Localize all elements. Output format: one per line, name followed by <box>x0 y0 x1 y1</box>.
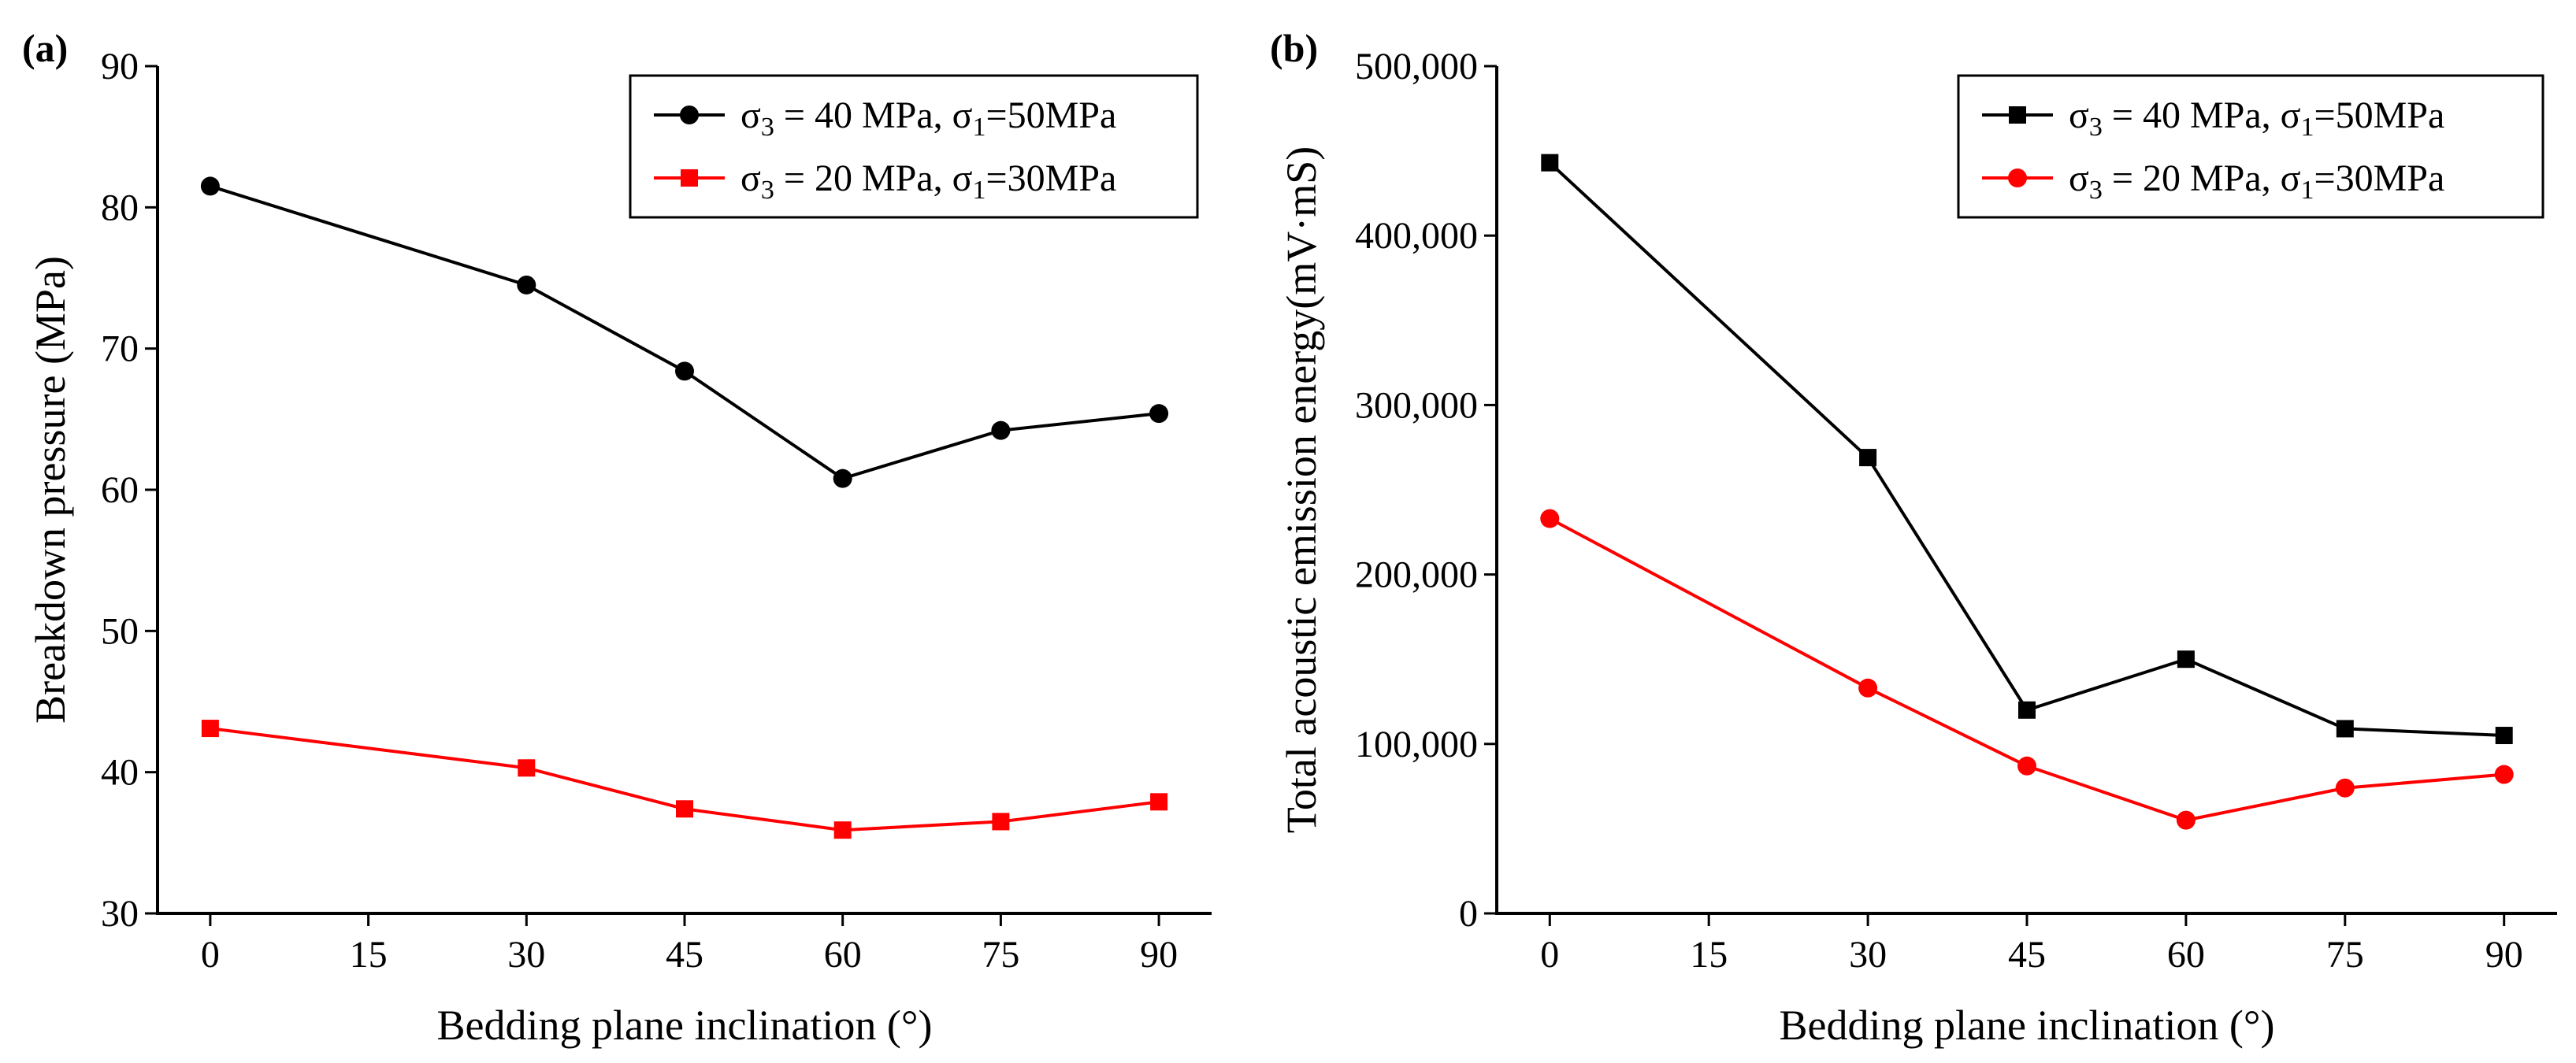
data-point <box>2494 765 2514 784</box>
data-point <box>2177 650 2195 669</box>
data-point <box>1859 449 1877 467</box>
y-axis-title: Total acoustic emission energy(mV·mS) <box>1278 146 1325 834</box>
x-tick-label: 45 <box>2008 934 2046 976</box>
y-tick-label: 30 <box>101 893 139 935</box>
data-point <box>1541 154 1559 172</box>
y-tick-label: 400,000 <box>1355 215 1478 257</box>
data-point <box>2336 720 2354 738</box>
legend-subscript: 1 <box>973 176 986 205</box>
data-point <box>991 420 1011 440</box>
data-point <box>201 720 219 738</box>
legend-label-part: σ <box>2069 157 2089 199</box>
legend-label: σ3 = 20 MPa, σ1=30MPa <box>741 157 1116 205</box>
legend-marker <box>681 169 698 187</box>
panel-label: (a) <box>22 26 68 70</box>
x-tick-label: 75 <box>982 934 1019 976</box>
data-point <box>518 759 536 777</box>
y-tick-label: 300,000 <box>1355 384 1478 426</box>
y-tick-label: 200,000 <box>1355 554 1478 596</box>
data-point <box>833 469 852 488</box>
x-tick-label: 60 <box>2167 934 2205 976</box>
y-tick-label: 90 <box>101 46 139 87</box>
legend-label: σ3 = 40 MPa, σ1=50MPa <box>2069 94 2444 142</box>
series-line <box>1548 161 2504 738</box>
legend-subscript: 1 <box>2301 176 2314 205</box>
legend-subscript: 1 <box>2301 113 2314 142</box>
data-point <box>1858 678 1878 698</box>
legend-subscript: 3 <box>761 113 774 142</box>
legend-label: σ3 = 40 MPa, σ1=50MPa <box>741 94 1116 142</box>
data-point <box>2335 778 2355 798</box>
y-tick-label: 0 <box>1459 893 1478 935</box>
x-tick-label: 30 <box>1849 934 1887 976</box>
x-tick-label: 60 <box>824 934 862 976</box>
y-tick-label: 500,000 <box>1355 46 1478 87</box>
legend-marker <box>680 106 699 124</box>
data-point <box>1149 404 1169 424</box>
data-point <box>2495 727 2513 745</box>
legend-label-part: =50MPa <box>2314 94 2445 136</box>
y-axis-title: Breakdown pressure (MPa) <box>27 256 74 724</box>
y-tick-label: 80 <box>101 187 139 228</box>
series-line <box>210 184 1160 480</box>
x-tick-label: 75 <box>2326 934 2364 976</box>
data-point <box>517 275 536 294</box>
x-tick-label: 30 <box>507 934 545 976</box>
data-point <box>833 821 852 839</box>
x-tick-label: 0 <box>201 934 220 976</box>
legend-label-part: =50MPa <box>986 94 1117 136</box>
data-point <box>675 361 694 381</box>
legend-subscript: 3 <box>2089 113 2103 142</box>
x-axis-title: Bedding plane inclination (°) <box>1780 1002 2275 1049</box>
legend-label-part: = 40 MPa, σ <box>774 94 973 136</box>
x-tick-label: 90 <box>2485 934 2523 976</box>
legend-label-part: σ <box>741 94 761 136</box>
x-tick-label: 15 <box>350 934 388 976</box>
x-tick-label: 45 <box>666 934 703 976</box>
legend-label-part: σ <box>2069 94 2089 136</box>
x-tick-label: 15 <box>1690 934 1728 976</box>
legend-label-part: = 40 MPa, σ <box>2103 94 2301 136</box>
x-axis-title: Bedding plane inclination (°) <box>437 1002 933 1049</box>
x-tick-label: 0 <box>1540 934 1559 976</box>
legend-label-part: = 20 MPa, σ <box>774 157 973 199</box>
chart-panel-a: 30 40 50 60 70 80 90 0 15 30 45 60 75 90 Bedding plane… <box>22 26 1212 1049</box>
data-point <box>992 813 1010 831</box>
legend-label-part: =30MPa <box>2314 157 2445 199</box>
legend-subscript: 1 <box>973 113 986 142</box>
legend-label-part: =30MPa <box>986 157 1117 199</box>
data-point <box>2018 701 2036 719</box>
legend-box <box>629 74 1199 219</box>
y-tick-label: 60 <box>101 469 139 511</box>
legend-subscript: 3 <box>761 176 774 205</box>
data-point <box>200 176 220 196</box>
y-tick-label: 40 <box>101 752 139 794</box>
legend-box <box>1957 74 2544 219</box>
y-tick-label: 100,000 <box>1355 724 1478 765</box>
legend-marker <box>2008 169 2027 187</box>
data-point <box>2017 756 2036 776</box>
series-line <box>210 727 1160 832</box>
data-point <box>1150 793 1168 811</box>
panel-label: (b) <box>1270 26 1318 70</box>
legend-label-part: = 20 MPa, σ <box>2103 157 2301 199</box>
legend-subscript: 3 <box>2089 176 2103 205</box>
series-line <box>1549 517 2504 822</box>
y-tick-label: 50 <box>101 610 139 652</box>
data-point <box>1540 509 1560 528</box>
legend-label: σ3 = 20 MPa, σ1=30MPa <box>2069 157 2444 205</box>
x-tick-label: 90 <box>1140 934 1178 976</box>
legend-label-part: σ <box>741 157 761 199</box>
y-tick-label: 70 <box>101 328 139 370</box>
data-point <box>2176 810 2196 830</box>
chart-panel-b: 0 100,000 200,000 300,000 400,000 500,000 0 15 3… <box>1270 26 2557 1049</box>
legend-marker <box>2009 106 2026 124</box>
data-point <box>676 800 693 818</box>
